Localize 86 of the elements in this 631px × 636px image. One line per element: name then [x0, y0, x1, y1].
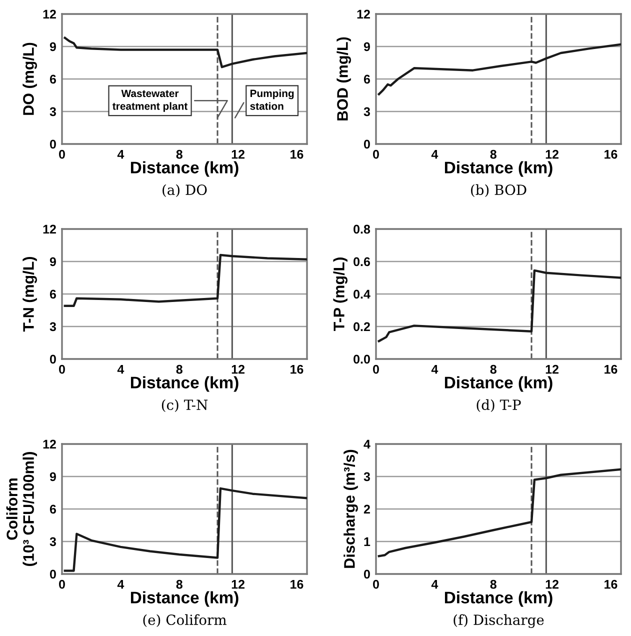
x-tick-label: 12	[232, 364, 244, 374]
x-tick-label: 4	[431, 580, 438, 589]
y-tick-label: 3	[50, 107, 56, 116]
y-tick-label: 6	[50, 74, 56, 84]
y-tick-label: 12	[357, 10, 370, 19]
y-tick-label: 0	[364, 140, 370, 149]
y-axis-title: DO (mg/L)	[22, 42, 37, 115]
y-tick-label: 6	[50, 504, 56, 514]
x-tick-label: 4	[117, 365, 124, 374]
annotation: Wastewater treatment plant	[112, 90, 188, 112]
y-tick-label: 0	[364, 570, 370, 579]
line-series	[64, 254, 307, 308]
y-tick-label: 9	[50, 257, 56, 266]
x-tick-label: 8	[490, 580, 496, 589]
y-tick-label: 2	[364, 504, 370, 514]
x-tick-label: 0	[373, 364, 379, 374]
x-tick-label: 4	[117, 580, 124, 589]
x-tick-label: 0	[59, 150, 65, 159]
x-tick-label: 16	[290, 364, 304, 374]
annotation: Pumping station	[250, 89, 294, 110]
x-tick-label: 8	[490, 364, 496, 374]
y-tick-label: 3	[364, 107, 370, 116]
y-tick-label: 4	[364, 440, 370, 449]
x-tick-label: 16	[290, 150, 304, 159]
x-tick-label: 12	[546, 364, 558, 374]
y-tick-label: 12	[43, 224, 56, 234]
x-tick-label: 0	[373, 150, 379, 159]
x-tick-label: 0	[373, 580, 379, 589]
x-tick-label: 8	[490, 150, 496, 159]
x-tick-label: 8	[176, 150, 182, 159]
x-tick-label: 16	[604, 364, 618, 374]
y-axis-title: T-N (mg/L)	[22, 256, 37, 332]
text: (b) BOD	[471, 184, 526, 198]
y-tick-label: 6	[50, 290, 56, 299]
y-axis-title: T-P (mg/L)	[333, 258, 348, 332]
line-series	[64, 36, 307, 68]
y-tick-label: 9	[50, 472, 56, 482]
y-tick-label: 3	[50, 322, 56, 332]
line-series	[378, 43, 621, 96]
x-axis-title: Distance (km)	[130, 591, 238, 607]
x-tick-label: 16	[604, 580, 618, 589]
text: (d) T-P	[476, 399, 521, 412]
x-tick-label: 12	[546, 150, 558, 159]
x-tick-label: 12	[232, 580, 244, 589]
y-tick-label: 9	[364, 42, 370, 52]
x-axis-title: Distance (km)	[130, 161, 238, 177]
text: (f) Discharge	[454, 614, 544, 628]
line-series	[64, 487, 307, 572]
x-tick-label: 4	[431, 150, 438, 159]
x-tick-label: 0	[59, 364, 65, 374]
y-tick-label: 0.8	[354, 224, 370, 234]
x-axis-title: Distance (km)	[444, 161, 552, 177]
y-tick-label: 1	[364, 537, 370, 546]
x-axis-title: Distance (km)	[130, 376, 238, 392]
y-tick-label: 0.0	[354, 354, 370, 364]
y-tick-label: 12	[43, 440, 56, 449]
y-axis-title: Discharge (m³/s)	[344, 450, 358, 568]
x-tick-label: 12	[546, 580, 558, 589]
text: (c) T-N	[162, 399, 208, 412]
x-tick-label: 16	[604, 150, 618, 159]
x-tick-label: 16	[290, 580, 304, 589]
y-tick-label: 3	[50, 537, 56, 546]
y-axis-title: Coliform (10³ CFU/100ml)	[6, 452, 37, 566]
y-tick-label: 9	[50, 42, 56, 52]
y-tick-label: 3	[364, 472, 370, 482]
y-tick-label: 0	[50, 354, 56, 364]
x-axis-title: Distance (km)	[444, 591, 552, 607]
text: (e) Coliform	[143, 614, 226, 628]
line-series	[378, 269, 621, 342]
y-tick-label: 0.2	[354, 322, 370, 332]
x-tick-label: 4	[117, 150, 124, 159]
x-axis-title: Distance (km)	[444, 376, 552, 392]
line-series	[378, 468, 621, 558]
y-tick-label: 0.6	[354, 257, 370, 266]
x-tick-label: 8	[176, 364, 182, 374]
y-tick-label: 6	[364, 74, 370, 84]
y-tick-label: 0	[50, 140, 56, 149]
x-tick-label: 4	[431, 365, 438, 374]
x-tick-label: 12	[232, 150, 244, 159]
y-tick-label: 12	[43, 10, 56, 19]
x-tick-label: 0	[59, 580, 65, 589]
text: (a) DO	[162, 184, 207, 198]
y-axis-title: BOD (mg/L)	[336, 37, 351, 120]
x-tick-label: 8	[176, 580, 182, 589]
y-tick-label: 0.4	[354, 290, 370, 299]
y-tick-label: 0	[50, 570, 56, 579]
